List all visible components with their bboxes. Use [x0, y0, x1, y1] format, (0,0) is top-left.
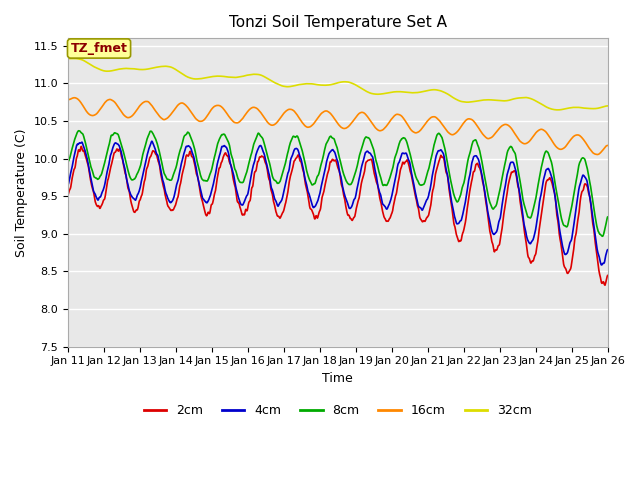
32cm	[305, 81, 312, 86]
2cm	[371, 175, 379, 180]
16cm	[293, 112, 301, 118]
X-axis label: Time: Time	[323, 372, 353, 385]
8cm	[371, 155, 379, 161]
8cm	[293, 133, 301, 139]
Text: TZ_fmet: TZ_fmet	[70, 42, 127, 55]
2cm	[601, 282, 609, 288]
32cm	[604, 103, 611, 109]
4cm	[314, 197, 322, 203]
Line: 8cm: 8cm	[68, 131, 607, 236]
8cm	[314, 172, 322, 178]
16cm	[305, 124, 312, 130]
32cm	[371, 91, 379, 97]
2cm	[293, 154, 301, 159]
32cm	[128, 66, 136, 72]
2cm	[64, 192, 72, 198]
4cm	[128, 193, 136, 199]
16cm	[604, 143, 611, 148]
8cm	[604, 214, 611, 220]
Y-axis label: Soil Temperature (C): Soil Temperature (C)	[15, 128, 28, 257]
32cm	[71, 56, 79, 61]
8cm	[75, 128, 83, 133]
16cm	[594, 152, 602, 157]
Title: Tonzi Soil Temperature Set A: Tonzi Soil Temperature Set A	[228, 15, 447, 30]
2cm	[604, 273, 611, 278]
Line: 4cm: 4cm	[68, 141, 607, 265]
16cm	[64, 97, 72, 103]
4cm	[64, 182, 72, 188]
4cm	[106, 156, 113, 162]
2cm	[106, 168, 114, 173]
8cm	[106, 137, 114, 143]
16cm	[106, 96, 114, 102]
4cm	[148, 138, 156, 144]
2cm	[128, 203, 136, 208]
4cm	[604, 247, 611, 252]
32cm	[554, 107, 561, 113]
32cm	[314, 82, 322, 88]
Line: 2cm: 2cm	[68, 146, 607, 285]
32cm	[293, 82, 301, 88]
4cm	[305, 190, 312, 195]
8cm	[305, 174, 312, 180]
4cm	[371, 168, 379, 174]
Legend: 2cm, 4cm, 8cm, 16cm, 32cm: 2cm, 4cm, 8cm, 16cm, 32cm	[138, 399, 537, 422]
4cm	[293, 146, 301, 152]
16cm	[371, 125, 379, 131]
8cm	[598, 233, 606, 239]
2cm	[77, 144, 85, 149]
Line: 32cm: 32cm	[68, 59, 607, 110]
2cm	[305, 195, 312, 201]
32cm	[64, 56, 72, 61]
16cm	[128, 113, 136, 119]
4cm	[598, 262, 605, 268]
Line: 16cm: 16cm	[68, 98, 607, 155]
8cm	[128, 177, 136, 183]
16cm	[314, 115, 322, 120]
16cm	[70, 95, 78, 101]
8cm	[64, 158, 72, 164]
32cm	[106, 68, 114, 74]
2cm	[314, 213, 322, 219]
